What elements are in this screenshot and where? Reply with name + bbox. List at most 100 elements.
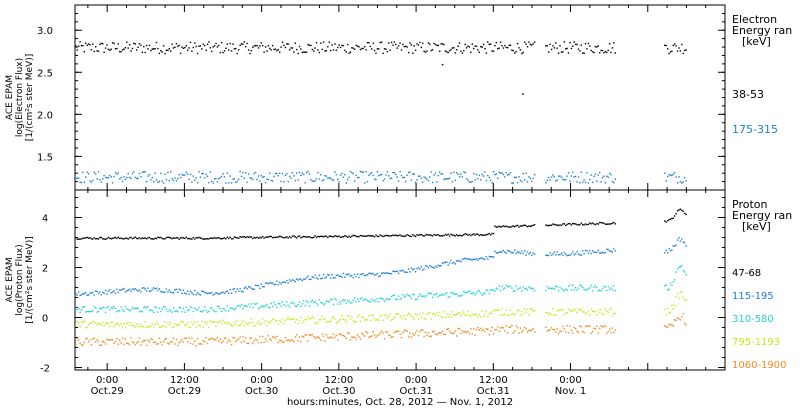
data-point xyxy=(153,287,155,289)
data-point xyxy=(559,253,561,256)
data-point xyxy=(390,177,393,179)
data-point xyxy=(297,279,299,281)
data-point xyxy=(310,278,312,280)
data-point xyxy=(114,307,117,310)
data-point xyxy=(160,236,162,239)
data-point xyxy=(99,43,101,46)
data-point xyxy=(369,235,371,237)
data-point xyxy=(583,331,585,334)
data-point xyxy=(225,238,227,240)
data-point xyxy=(89,311,91,313)
data-point xyxy=(83,181,85,183)
data-point xyxy=(344,276,346,278)
data-point xyxy=(279,319,281,322)
data-point xyxy=(158,180,161,183)
data-point xyxy=(393,41,396,43)
data-point xyxy=(465,47,468,49)
data-point xyxy=(308,236,311,238)
data-point xyxy=(604,50,607,53)
data-point xyxy=(414,49,417,51)
data-point xyxy=(87,43,90,45)
data-point xyxy=(256,284,258,287)
data-point xyxy=(116,288,118,290)
data-point xyxy=(164,238,166,240)
data-point xyxy=(482,234,485,236)
data-point xyxy=(277,283,279,286)
data-point xyxy=(356,176,359,179)
data-point xyxy=(126,290,128,292)
data-point xyxy=(518,332,520,334)
data-point xyxy=(238,304,240,307)
data-point xyxy=(187,290,189,292)
data-point xyxy=(457,173,459,176)
data-point xyxy=(228,237,230,240)
data-point xyxy=(669,218,672,220)
data-point xyxy=(606,332,608,334)
data-point xyxy=(179,237,182,239)
data-point xyxy=(427,42,430,44)
data-point xyxy=(195,294,197,296)
data-point xyxy=(243,305,245,307)
data-point xyxy=(672,44,674,47)
data-point xyxy=(521,331,523,333)
data-point xyxy=(141,287,144,289)
data-point xyxy=(431,49,434,51)
data-point xyxy=(315,336,318,338)
data-point xyxy=(491,50,493,52)
data-point xyxy=(170,341,172,343)
data-point xyxy=(194,42,196,44)
data-point xyxy=(667,326,669,328)
data-point xyxy=(266,340,268,342)
data-point xyxy=(318,178,321,180)
data-point xyxy=(389,235,391,237)
data-point xyxy=(150,338,152,340)
data-point xyxy=(475,292,478,294)
data-point xyxy=(393,316,396,318)
data-point xyxy=(389,49,391,51)
data-point xyxy=(188,47,190,49)
data-point xyxy=(107,290,110,292)
data-point xyxy=(614,52,616,54)
data-point xyxy=(286,279,288,282)
data-point xyxy=(364,319,366,321)
data-point xyxy=(189,173,192,176)
data-point xyxy=(305,277,308,279)
data-point xyxy=(473,314,475,317)
data-point xyxy=(679,240,682,242)
data-point xyxy=(230,238,233,240)
data-point xyxy=(437,264,439,267)
y-tick-label: 4 xyxy=(42,214,48,225)
data-point xyxy=(107,339,110,341)
data-point xyxy=(364,335,366,337)
data-point xyxy=(201,290,203,292)
data-point xyxy=(213,45,216,47)
data-point xyxy=(516,224,519,227)
data-point xyxy=(570,47,573,50)
data-point xyxy=(155,321,158,323)
data-point xyxy=(436,234,438,236)
data-point xyxy=(124,338,127,340)
data-point xyxy=(667,252,669,254)
data-point xyxy=(345,302,347,304)
data-point xyxy=(208,238,210,240)
y-tick-label: -2 xyxy=(40,364,50,375)
data-point xyxy=(375,52,377,54)
data-point xyxy=(439,265,441,267)
data-point xyxy=(553,223,556,226)
data-point xyxy=(213,236,216,239)
data-point xyxy=(226,323,228,325)
data-point xyxy=(189,41,192,44)
data-point xyxy=(359,320,362,322)
data-point xyxy=(238,237,240,239)
data-point xyxy=(254,284,257,287)
data-point xyxy=(151,338,153,341)
data-point xyxy=(117,322,119,325)
data-point xyxy=(446,177,448,180)
data-point xyxy=(256,236,258,238)
data-point xyxy=(93,305,95,308)
data-point xyxy=(582,330,584,332)
data-point xyxy=(460,332,462,334)
data-point xyxy=(235,323,237,325)
data-point xyxy=(451,311,454,313)
data-point xyxy=(470,315,472,317)
